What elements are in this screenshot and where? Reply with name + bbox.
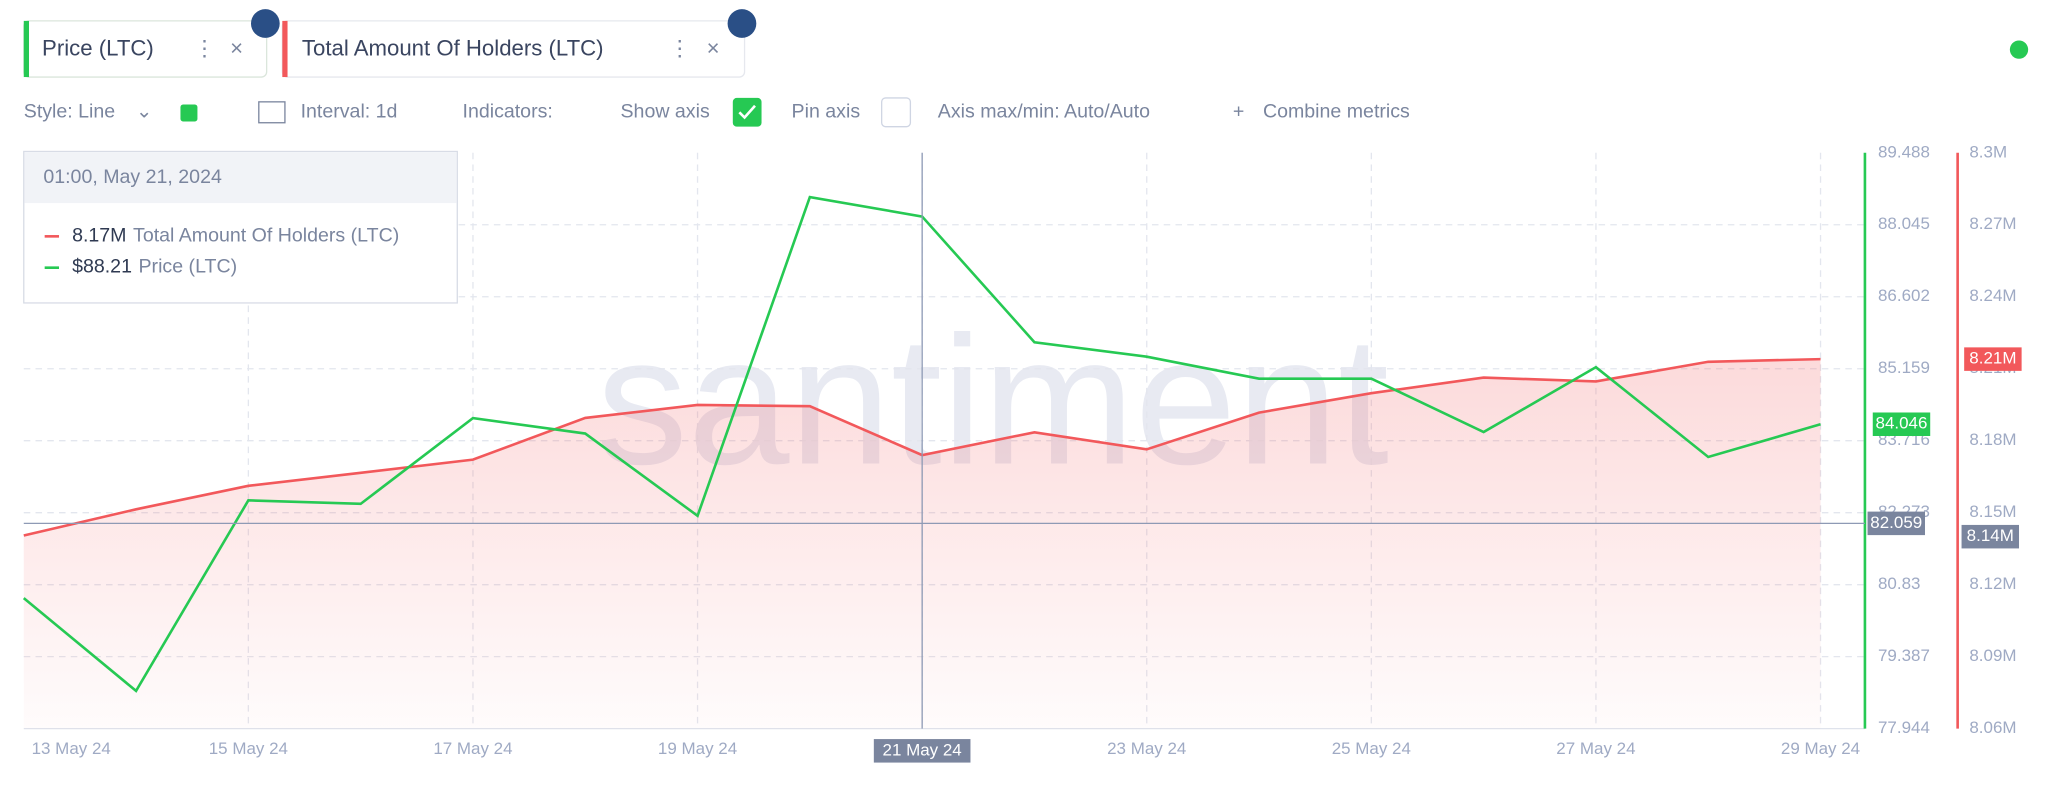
tooltip-title: 01:00, May 21, 2024 [43, 166, 222, 188]
y-tick-label: 86.602 [1878, 286, 1930, 305]
tooltip-row: 8.17M Total Amount Of Holders (LTC) [72, 225, 399, 247]
interval-select[interactable]: Interval: 1d [301, 100, 398, 122]
tab-close[interactable]: × [707, 35, 720, 60]
y2-tick-label: 8.12M [1969, 574, 2016, 593]
combine-metrics[interactable]: Combine metrics [1263, 100, 1410, 122]
crosshair-y2-label-bg [1961, 524, 2020, 549]
coin-icon [250, 9, 280, 38]
chevron: ⌄ [136, 100, 152, 122]
last-value-bg [1964, 347, 2022, 371]
tab-accent [23, 20, 29, 78]
y2-tick-label: 8.09M [1969, 646, 2016, 665]
y2-tick-label: 8.18M [1969, 430, 2016, 449]
tooltip-value: $88.21 [72, 256, 132, 278]
y2-tick-label: 8.06M [1969, 718, 2016, 737]
coin-icon [727, 9, 757, 38]
y-tick-label: 80.83 [1878, 574, 1920, 593]
indicators-select[interactable]: Indicators: [463, 100, 553, 122]
tab-close[interactable]: × [230, 35, 243, 60]
toolbar: Style: Line ⌄ Interval: 1d Indicators: S… [24, 97, 1410, 128]
y-tick-label: 88.045 [1878, 214, 1930, 233]
axis-maxmin[interactable]: Axis max/min: Auto/Auto [938, 100, 1150, 122]
x-tick-label: 17 May 24 [433, 739, 512, 758]
checkbox-checked[interactable] [732, 97, 762, 127]
tab-menu[interactable]: ⋮ [669, 35, 691, 60]
tab[interactable]: Price (LTC) ⋮ × [23, 9, 280, 78]
tab-label: Price (LTC) [42, 35, 154, 60]
crosshair-x-bg [873, 739, 971, 763]
x-tick-label: 25 May 24 [1332, 739, 1411, 758]
tooltip-value: 8.17M [72, 225, 126, 247]
tab[interactable]: Total Amount Of Holders (LTC) ⋮ × [281, 9, 757, 78]
y-tick-label: 77.944 [1878, 718, 1930, 737]
y2-tick-label: 8.15M [1969, 502, 2016, 521]
last-value-bg [1872, 412, 1931, 436]
plus-icon: + [1233, 100, 1244, 122]
last-value: 8.21M [1969, 349, 2016, 368]
y2-tick-label: 8.24M [1969, 286, 2016, 305]
crosshair-y2-label: 8.14M [1967, 526, 2014, 545]
status-dot [2009, 40, 2029, 59]
color-picker[interactable] [180, 104, 198, 122]
tab-label: Total Amount Of Holders (LTC) [302, 35, 604, 60]
x-tick-label: 23 May 24 [1107, 739, 1186, 758]
tooltip-header [24, 152, 457, 204]
pin-axis[interactable]: Pin axis [792, 100, 861, 122]
x-tick-label: 15 May 24 [209, 739, 288, 758]
tooltip-name: Total Amount Of Holders (LTC) [133, 225, 399, 247]
y2-tick-label: 8.27M [1969, 214, 2016, 233]
y-tick-label: 89.488 [1878, 142, 1930, 161]
tab-accent [282, 20, 288, 78]
tooltip-row: $88.21 Price (LTC) [72, 256, 237, 278]
crosshair-y-label-bg [1867, 511, 1925, 536]
y-tick-label: 85.159 [1878, 358, 1930, 377]
show-axis[interactable]: Show axis [621, 100, 710, 122]
tab-menu[interactable]: ⋮ [194, 35, 216, 60]
y-tick-label: 79.387 [1878, 646, 1930, 665]
tooltip-name: Price (LTC) [139, 256, 238, 278]
x-tick-label: 29 May 24 [1781, 739, 1860, 758]
style-select[interactable]: Style: Line [24, 100, 116, 122]
y2-tick-label: 8.3M [1969, 142, 2007, 161]
crosshair-y-label: 82.059 [1870, 513, 1922, 532]
x-tick-label: 19 May 24 [658, 739, 737, 758]
x-tick-label: 27 May 24 [1556, 739, 1635, 758]
checkbox[interactable] [881, 97, 912, 128]
last-value: 84.046 [1876, 414, 1928, 433]
check [738, 104, 756, 120]
crosshair-x-label: 21 May 24 [883, 740, 962, 759]
interval-icon [258, 101, 286, 124]
x-tick-label: 13 May 24 [32, 739, 111, 758]
